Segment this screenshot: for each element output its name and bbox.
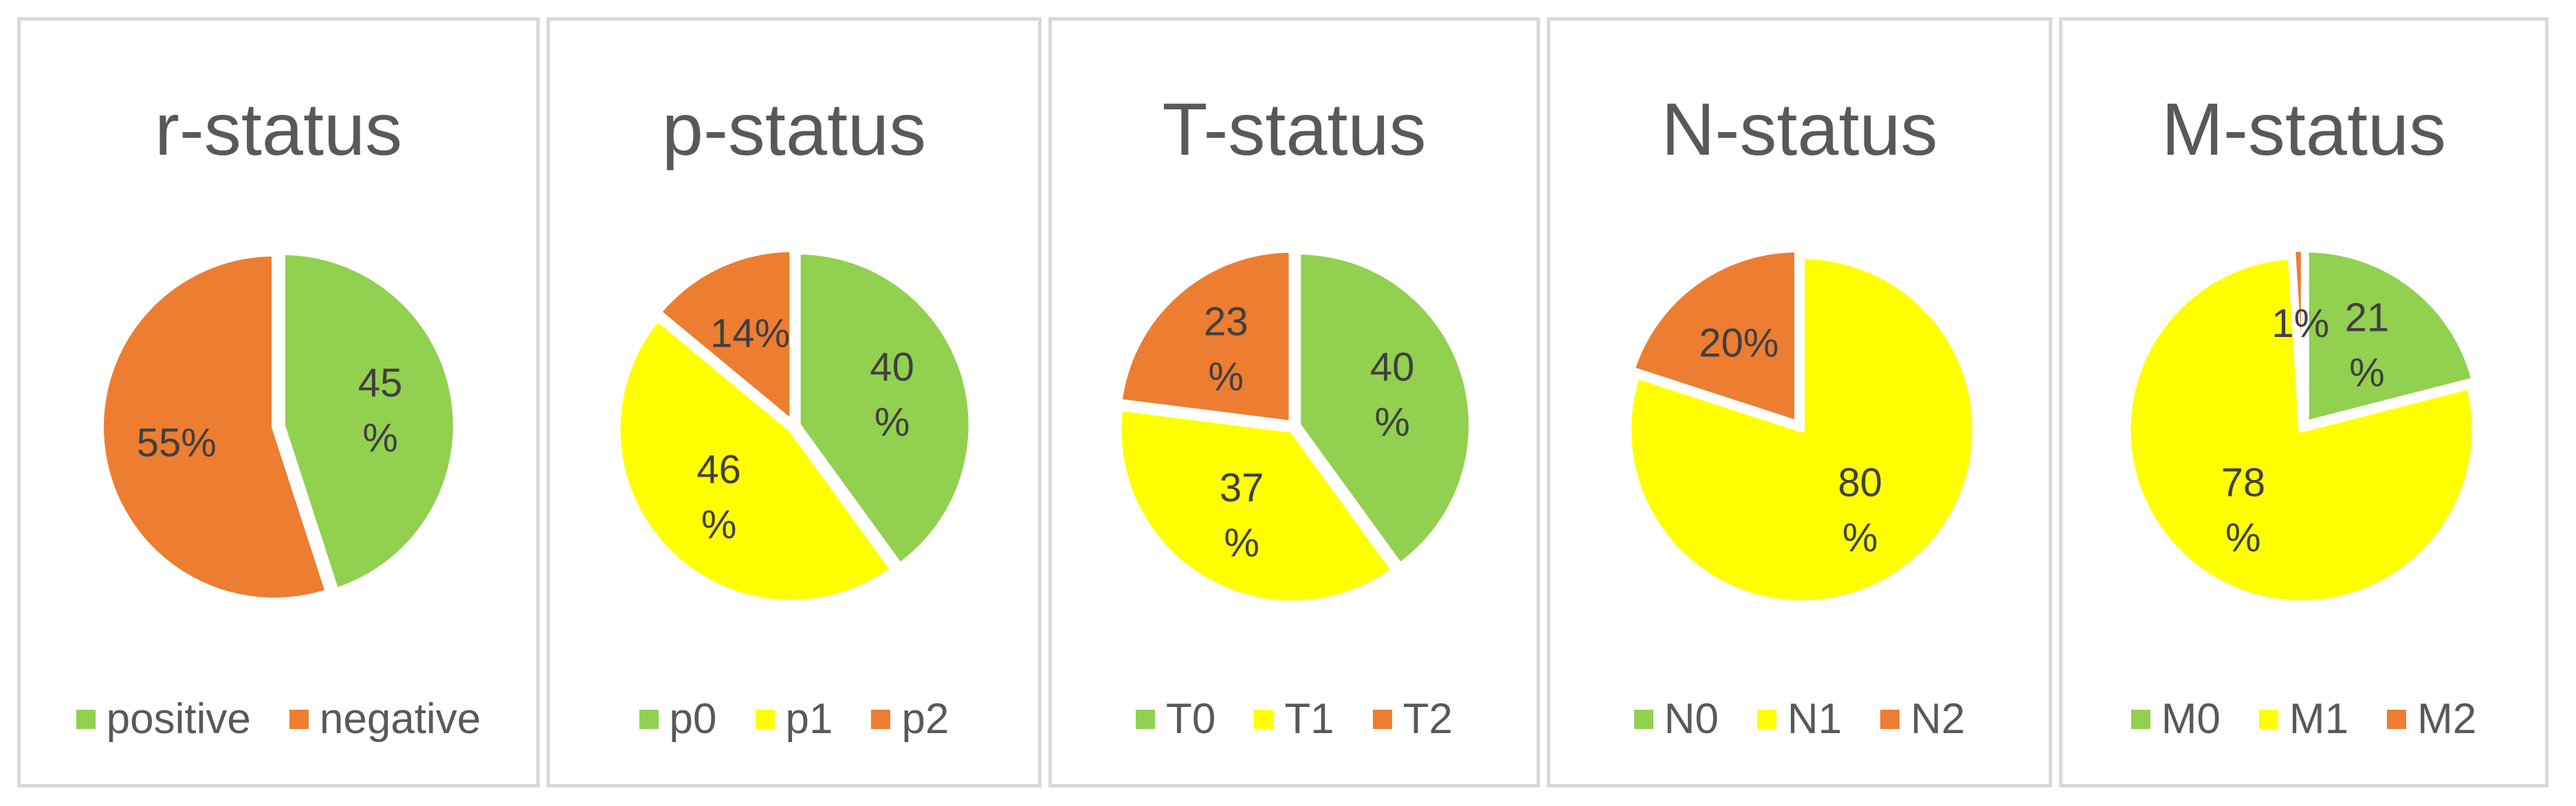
pie-chart: 21 % 78 % 1% (2125, 246, 2478, 606)
legend-swatch (1757, 710, 1776, 729)
legend-label: p2 (901, 695, 949, 743)
chart-legend: M0 M1 M2 (2062, 698, 2545, 741)
legend-swatch (1372, 710, 1392, 729)
legend-label: M1 (2289, 695, 2349, 743)
pie-slice-M2 (2289, 246, 2307, 426)
chart-title: r-status (154, 87, 403, 171)
legend-label: T2 (1402, 695, 1453, 743)
legend-item-M1: M1 (2258, 695, 2349, 743)
pie-chart: 40 % 46 % 14% (615, 246, 974, 606)
chart-panel-r-status: r-status 45% 55% positive negative (17, 17, 540, 787)
pie-chart: 80 % 20% (1626, 247, 1979, 606)
chart-title: p-status (661, 87, 927, 171)
legend-swatch (2131, 710, 2150, 729)
data-label-M2: 1% (2271, 301, 2329, 346)
legend-swatch (1633, 710, 1653, 729)
data-label-negative: 55% (137, 420, 217, 465)
legend-swatch (755, 710, 775, 729)
pie-slice-T2 (1116, 247, 1295, 426)
chart-title: M-status (2161, 87, 2447, 171)
legend-item-T0: T0 (1135, 695, 1216, 743)
data-label-N1: 80% (1838, 460, 1882, 560)
pie-slice-N2 (1629, 247, 1800, 426)
legend-item-T1: T1 (1254, 698, 1334, 741)
chart-panel-T-status: T-status 40% 37% 23% T0 T1 T2 (1048, 17, 1540, 787)
legend-item-N1: N1 (1757, 698, 1842, 741)
legend-item-p2: p2 (871, 698, 949, 741)
legend-label: T0 (1165, 695, 1216, 743)
pie-slice-T1 (1116, 405, 1397, 607)
pie-slice-M0 (2303, 247, 2477, 426)
pie-slice-N1 (1626, 253, 1979, 606)
legend-item-p0: p0 (639, 698, 717, 741)
legend-swatch (2387, 710, 2407, 729)
legend-item-positive: positive (76, 698, 251, 741)
legend-label: positive (106, 695, 251, 743)
data-label-positive: 45% (358, 361, 403, 461)
legend-label: N2 (1911, 695, 1966, 743)
legend-swatch (871, 710, 891, 729)
chart-panel-p-status: p-status 40% 46% 14% p0 p1 p2 (547, 17, 1042, 787)
data-label-p1: 46% (696, 448, 741, 547)
pie-slice-M1 (2125, 254, 2478, 606)
pie-slice-p2 (656, 246, 795, 426)
legend-item-M0: M0 (2131, 698, 2221, 741)
chart-legend: N0 N1 N2 (1550, 698, 2049, 741)
chart-panel-M-status: M-status 21% 78% 1% M0 M1 M2 (2059, 17, 2549, 787)
legend-item-negative: negative (289, 698, 481, 741)
pie-slice-positive (279, 250, 459, 593)
pie-slice-p1 (615, 316, 896, 606)
pie-slice-p0 (795, 249, 974, 569)
legend-label: M2 (2417, 695, 2477, 743)
chart-legend: T0 T1 T2 (1052, 698, 1537, 741)
legend-item-N0: N0 (1633, 695, 1719, 743)
legend-swatch (1135, 710, 1155, 729)
legend-label: N0 (1664, 695, 1719, 743)
data-label-N2: 20% (1699, 321, 1779, 366)
data-label-M1: 78% (2221, 460, 2266, 560)
legend-label: T1 (1284, 695, 1334, 743)
legend-swatch (639, 710, 659, 729)
legend-swatch (76, 710, 96, 729)
chart-title: T-status (1162, 87, 1427, 171)
legend-item-p1: p1 (755, 695, 833, 743)
legend-swatch (289, 710, 309, 729)
data-label-T2: 23% (1204, 299, 1248, 399)
data-label-T0: 40% (1370, 345, 1415, 445)
legend-label: M0 (2161, 695, 2221, 743)
data-label-p2: 14% (710, 311, 790, 356)
pie-slice-T0 (1295, 249, 1475, 569)
chart-panel-N-status: N-status 80% 20% N0 N1 N2 (1547, 17, 2052, 787)
data-label-M0: 21% (2345, 295, 2390, 395)
pie-chart: 40 % 37 % 23% (1116, 247, 1475, 607)
legend-item-N2: N2 (1880, 698, 1965, 741)
legend-label: N1 (1787, 695, 1842, 743)
legend-item-T2: T2 (1372, 695, 1453, 743)
legend-swatch (2258, 710, 2278, 729)
chart-legend: p0 p1 p2 (550, 698, 1038, 741)
legend-swatch (1880, 710, 1900, 729)
legend-item-M2: M2 (2387, 698, 2476, 741)
data-label-p0: 40% (870, 345, 914, 445)
pie-slice-negative (98, 250, 331, 603)
chart-title: N-status (1661, 87, 1938, 171)
legend-label: negative (319, 695, 481, 743)
legend-label: p0 (669, 695, 717, 743)
data-label-T1: 37% (1220, 466, 1264, 565)
pie-chart: 45 % 55% (98, 250, 459, 603)
legend-label: p1 (785, 695, 833, 743)
chart-legend: positive negative (21, 698, 536, 741)
legend-swatch (1254, 710, 1274, 729)
